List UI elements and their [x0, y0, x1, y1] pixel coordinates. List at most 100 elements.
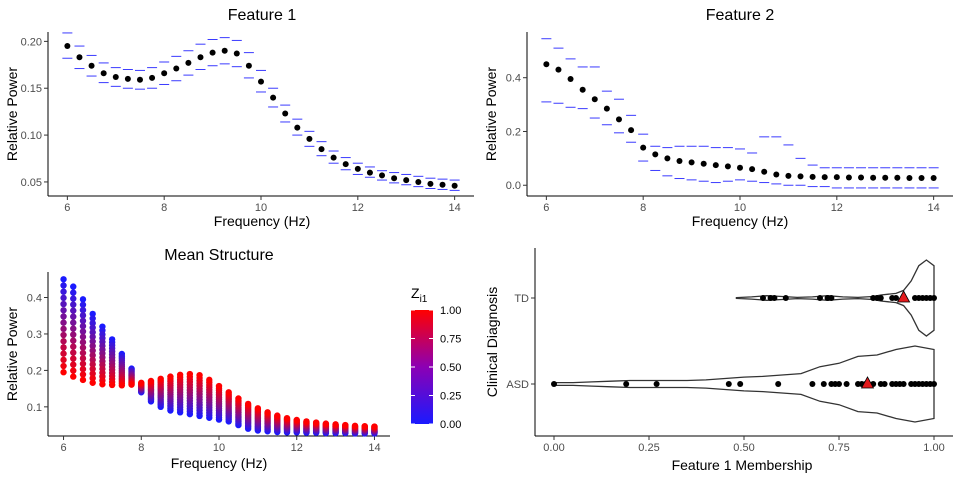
- membership-point: [551, 381, 557, 387]
- y-axis-label: Relative Power: [4, 307, 20, 401]
- data-marks: [60, 276, 378, 437]
- mean-structure-point: [303, 418, 310, 425]
- mean-structure-point: [89, 338, 96, 345]
- x-tick-label: 14: [449, 202, 461, 214]
- membership-point: [836, 381, 842, 387]
- legend-tick-label: 1.00: [440, 305, 461, 317]
- x-axis-label: Frequency (Hz): [692, 213, 788, 229]
- data-point: [615, 116, 622, 123]
- membership-point: [893, 295, 899, 301]
- data-point: [197, 54, 204, 61]
- data-point: [112, 73, 119, 80]
- data-point: [882, 174, 889, 181]
- mean-structure-point: [89, 310, 96, 318]
- mean-structure-point: [60, 294, 67, 302]
- data-point: [245, 62, 252, 69]
- mean-structure-point: [293, 416, 300, 424]
- mean-structure-point: [89, 315, 96, 322]
- y-tick-label: 0.0: [506, 180, 521, 192]
- y-tick-label: TD: [514, 293, 529, 305]
- data-point: [379, 172, 386, 179]
- mean-structure-point: [371, 423, 378, 430]
- data-point: [676, 158, 683, 165]
- mean-structure-point: [79, 312, 87, 319]
- membership-point: [737, 381, 744, 387]
- mean-structure-point: [147, 377, 155, 385]
- mean-structure-point: [79, 360, 87, 367]
- membership-point: [881, 381, 888, 387]
- mean-triangle: [860, 376, 875, 389]
- membership-point: [760, 295, 766, 301]
- colorbar: [411, 310, 433, 424]
- membership-point: [809, 381, 816, 387]
- data-point: [858, 174, 865, 181]
- data-point: [700, 160, 707, 167]
- mean-structure-point: [60, 344, 67, 351]
- y-axis-label: Clinical Diagnosis: [484, 287, 500, 398]
- x-tick-label: 10: [255, 202, 267, 214]
- mean-structure-point: [70, 331, 77, 338]
- mean-structure-point: [79, 306, 87, 314]
- data-point: [342, 161, 349, 168]
- x-tick-label: 10: [734, 202, 746, 214]
- mean-structure-point: [70, 325, 77, 332]
- legend-tick-label: 0.25: [440, 391, 461, 403]
- mean-structure-point: [99, 381, 106, 388]
- membership-point: [877, 295, 884, 301]
- data-point: [233, 50, 240, 57]
- mean-structure-point: [79, 333, 87, 341]
- membership-point: [900, 381, 907, 387]
- data-point: [555, 66, 562, 73]
- mean-structure-point: [89, 379, 96, 386]
- mean-structure-point: [60, 325, 67, 333]
- mean-structure-point: [225, 389, 232, 396]
- mean-structure-point: [60, 313, 67, 320]
- x-axis-label: Frequency (Hz): [214, 213, 310, 229]
- mean-structure-point: [70, 361, 77, 368]
- membership-point: [931, 295, 937, 301]
- mean-structure-point: [79, 328, 87, 335]
- y-tick-label: 0.2: [27, 365, 42, 377]
- data-point: [724, 163, 731, 170]
- data-point: [318, 146, 325, 153]
- mean-structure-point: [79, 317, 87, 325]
- data-point: [894, 174, 901, 181]
- data-point: [439, 181, 446, 188]
- mean-structure-point: [70, 337, 77, 344]
- mean-structure-point: [206, 376, 213, 384]
- mean-structure-point: [138, 379, 145, 386]
- data-point: [688, 159, 695, 166]
- data-point: [797, 173, 804, 180]
- data-point: [173, 65, 180, 72]
- x-tick-label: 0.00: [543, 442, 564, 454]
- mean-structure-point: [361, 422, 368, 430]
- data-marks: [62, 32, 460, 191]
- y-tick-label: 0.3: [27, 329, 42, 341]
- mean-structure-point: [89, 329, 96, 336]
- mean-structure-point: [89, 374, 96, 382]
- mean-structure-point: [167, 373, 174, 380]
- mean-structure-point: [128, 381, 135, 388]
- membership-point: [820, 381, 827, 387]
- data-point: [737, 164, 743, 171]
- x-tick-label: 12: [352, 202, 364, 214]
- mean-structure-point: [70, 367, 77, 374]
- mean-structure-point: [60, 288, 67, 295]
- mean-structure-point: [351, 422, 359, 429]
- x-tick-label: 8: [161, 202, 167, 214]
- panel-feature-2: Feature 2 Frequency (Hz) Relative Power …: [483, 7, 953, 229]
- mean-structure-point: [70, 313, 77, 320]
- mean-structure-point: [70, 349, 77, 356]
- membership-point: [843, 381, 850, 387]
- data-point: [603, 105, 610, 112]
- mean-structure-point: [79, 339, 87, 346]
- x-tick-label: 8: [138, 442, 144, 454]
- x-tick-label: 0.25: [638, 442, 659, 454]
- mean-structure-point: [79, 322, 87, 330]
- membership-point: [653, 381, 660, 387]
- x-axis-label: Frequency (Hz): [171, 455, 267, 471]
- legend-tick-label: 0.00: [440, 419, 461, 431]
- mean-structure-point: [70, 295, 77, 302]
- x-tick-label: 0.50: [733, 442, 754, 454]
